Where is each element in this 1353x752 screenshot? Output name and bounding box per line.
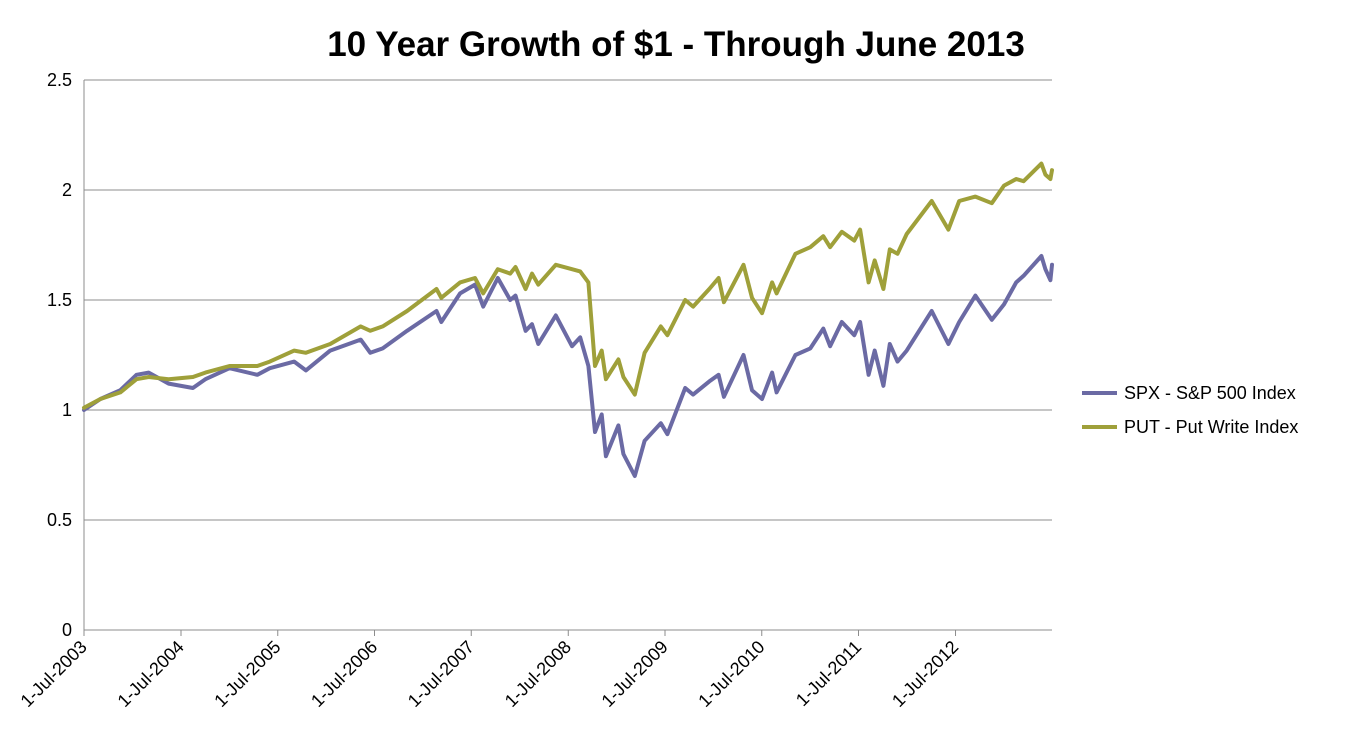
y-tick-label: 1 [62,400,72,420]
x-tick-label: 1-Jul-2011 [792,637,865,710]
y-tick-label: 0 [62,620,72,640]
legend: SPX - S&P 500 Index PUT - Put Write Index [1082,383,1298,437]
y-tick-label: 2.5 [47,70,72,90]
y-tick-label: 0.5 [47,510,72,530]
x-tick-label: 1-Jul-2008 [501,637,575,711]
legend-label: PUT - Put Write Index [1124,417,1298,437]
y-tick-label: 2 [62,180,72,200]
x-tick-label: 1-Jul-2010 [694,637,768,711]
y-tick-label: 1.5 [47,290,72,310]
x-tick-label: 1-Jul-2003 [17,637,91,711]
series-line-put [82,161,1054,410]
x-tick-label: 1-Jul-2007 [404,637,478,711]
x-tick-label: 1-Jul-2004 [114,637,188,711]
y-axis-tick-labels: 0 0.5 1 1.5 2 2.5 [47,70,72,640]
x-tick-label: 1-Jul-2005 [210,637,284,711]
series-line-spx [82,254,1054,478]
legend-label: SPX - S&P 500 Index [1124,383,1296,403]
x-axis: 1-Jul-2003 1-Jul-2004 1-Jul-2005 1-Jul-2006… [17,80,1052,711]
x-tick-label: 1-Jul-2009 [598,637,672,711]
x-tick-label: 1-Jul-2006 [307,637,381,711]
gridlines [84,79,1052,521]
x-tick-label: 1-Jul-2012 [888,637,962,711]
series-lines [82,161,1054,478]
chart-title: 10 Year Growth of $1 - Through June 2013 [327,25,1025,64]
